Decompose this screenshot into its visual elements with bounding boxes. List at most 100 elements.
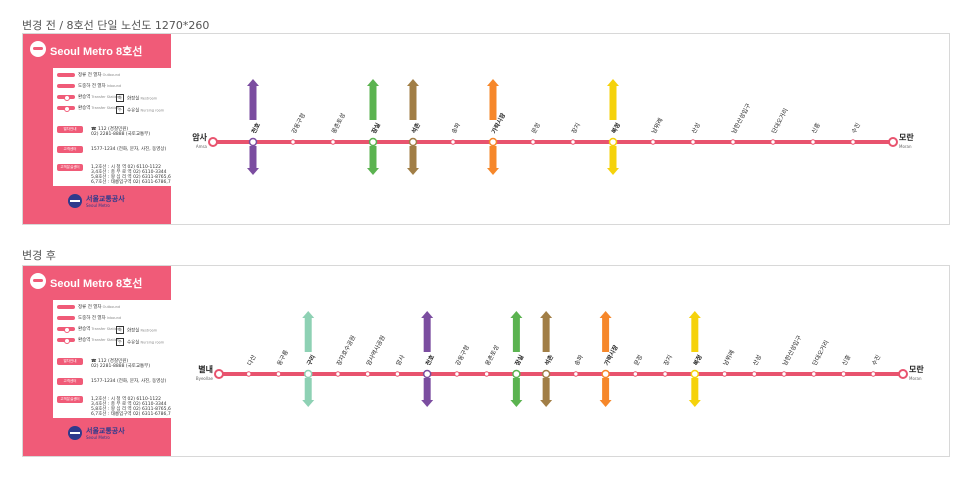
transfer-arrow-up-icon [489, 86, 497, 120]
station-marker [690, 139, 696, 145]
transfer-arrow-down-icon [423, 378, 431, 400]
station-marker [450, 139, 456, 145]
transfer-station-marker [512, 369, 521, 379]
station-name: 남한산성입구 [781, 334, 804, 367]
station-name: 남위례 [650, 117, 665, 135]
arrow-head-up-icon [510, 311, 523, 318]
legend-sublabel: Transfer Station [90, 338, 120, 342]
arrow-head-down-icon [688, 400, 701, 407]
info-line: 5,8호선 : 왕 십 리 역 02) 6311-8765,6 [91, 407, 171, 412]
station-name: 장자호수공원 [335, 334, 358, 367]
terminus-right-name-en: Moran [909, 376, 922, 381]
info-line: 1,2호선 : 시 청 역 02) 6110-1122 [91, 397, 161, 402]
transfer-station-marker [422, 369, 432, 379]
transfer-arrow-up-icon [602, 318, 610, 352]
info-line: ☎ 112 (경찰민원) [91, 359, 129, 364]
transfer-arrow-down-icon [691, 378, 699, 400]
arrow-head-up-icon [487, 79, 499, 86]
arrow-head-up-icon [688, 311, 701, 318]
terminus-right-name: 모란 [909, 364, 924, 374]
arrow-head-up-icon [599, 311, 612, 318]
station-marker [275, 371, 282, 377]
info-line: ☎ 112 (경찰민원) [91, 127, 129, 132]
station-name: 다산 [245, 353, 257, 367]
legend-sublabel: Transfer Station [90, 95, 120, 99]
station-name: 신흥 [840, 353, 852, 367]
station-name: 송파 [573, 353, 585, 367]
legend-row: 환승역 Transfer Station [57, 105, 119, 111]
station-marker [840, 371, 847, 377]
station-name: 단대오거리 [770, 107, 790, 135]
station-name: 수진 [870, 353, 882, 367]
info-line: 02) 2281-8888 (국토교통부) [91, 364, 151, 369]
legend-label: 환승역 [78, 95, 91, 100]
symbol-sublabel: Nursing room [139, 108, 165, 113]
terminus-left-marker [208, 137, 218, 147]
nursing-room-icon: 수 [116, 338, 124, 346]
station-name: 구리 [305, 353, 317, 367]
info-line: 1577-1234 (전화, 문자, 사진, 동영상) [91, 147, 167, 152]
station-marker [850, 139, 856, 145]
station-name: 송파 [450, 121, 462, 135]
symbol-label: 수유실 [127, 108, 140, 114]
logo-text: Seoul Metro 8호선 [50, 46, 143, 58]
transfer-station-marker [541, 369, 551, 379]
terminus-right-marker [898, 369, 908, 379]
legend-label: 도중하 전 열차 [78, 84, 106, 89]
station-name: 남한산성입구 [730, 102, 753, 135]
info-tag: 열차안내 [57, 358, 83, 365]
transfer-arrow-up-icon [369, 86, 377, 120]
board-after: Seoul Metro 8호선 정류 전 열차 Outbound 도중하 전 열차… [22, 265, 950, 457]
seoul-metro-logo-icon [30, 41, 46, 57]
arrow-head-down-icon [607, 168, 619, 175]
transfer-station-marker [248, 137, 258, 147]
seoul-metro-logo-icon [30, 273, 46, 289]
station-marker [751, 371, 758, 377]
legend-sublabel: Outbound [101, 73, 121, 77]
restroom-icon: 화 [116, 94, 124, 102]
station-name: 잠실 [370, 121, 382, 135]
legend-sublabel: Inbound [105, 84, 122, 88]
station-name: 천호 [250, 121, 262, 135]
legend-sublabel: Transfer Station [90, 327, 120, 331]
station-name: 남위례 [721, 349, 736, 367]
info-line: 6,7호선 : 태릉입구역 02) 6311-6786,7 [91, 180, 171, 185]
station-marker [650, 139, 656, 145]
transfer-arrow-down-icon [602, 378, 610, 400]
info-tag: 고객분실센터 [57, 396, 83, 403]
info-tag: 고객분실센터 [57, 164, 83, 171]
arrow-head-down-icon [599, 400, 612, 407]
logo-text: Seoul Metro 8호선 [50, 278, 143, 290]
transfer-arrow-down-icon [304, 378, 312, 400]
info-line: 02) 2281-8888 (국토교통부) [91, 132, 151, 137]
legend-line-swatch-icon [57, 304, 75, 309]
legend-symbol: 화 화장실 Restroom [116, 326, 157, 334]
transfer-arrow-up-icon [542, 318, 550, 352]
legend-label: 환승역 [78, 338, 91, 343]
restroom-icon: 화 [116, 326, 124, 334]
company-logo-icon [68, 194, 82, 208]
legend-line-swatch-icon [57, 83, 75, 88]
terminus-right-marker [888, 137, 898, 147]
station-name: 수진 [850, 121, 862, 135]
station-marker [632, 371, 639, 377]
side-panel: Seoul Metro 8호선 정류 전 열차 Outbound 도중하 전 열차… [23, 34, 171, 224]
station-name: 강동구청 [290, 112, 307, 135]
station-name: 신흥 [810, 121, 822, 135]
station-marker [810, 139, 816, 145]
transfer-station-marker [690, 369, 700, 379]
station-name: 문정 [633, 354, 644, 367]
transfer-arrow-down-icon [249, 146, 257, 168]
transfer-arrow-down-icon [489, 146, 497, 168]
legend-line-swatch-icon [57, 315, 75, 320]
legend: 정류 전 열차 Outbound 도중하 전 열차 Inbound 환승역 Tran… [53, 68, 171, 186]
legend-row: 환승역 Transfer Station [57, 337, 119, 343]
panel-header: Seoul Metro 8호선 [23, 34, 171, 66]
station-name: 복정 [692, 353, 704, 367]
station-name: 장지 [662, 353, 674, 367]
legend-sublabel: Inbound [105, 316, 122, 320]
terminus-left-name-en: Amsa [196, 144, 208, 149]
terminus-left-name-en: Byeollae [196, 376, 214, 381]
station-name: 강동구청 [454, 344, 471, 367]
transfer-arrow-up-icon [609, 86, 617, 120]
